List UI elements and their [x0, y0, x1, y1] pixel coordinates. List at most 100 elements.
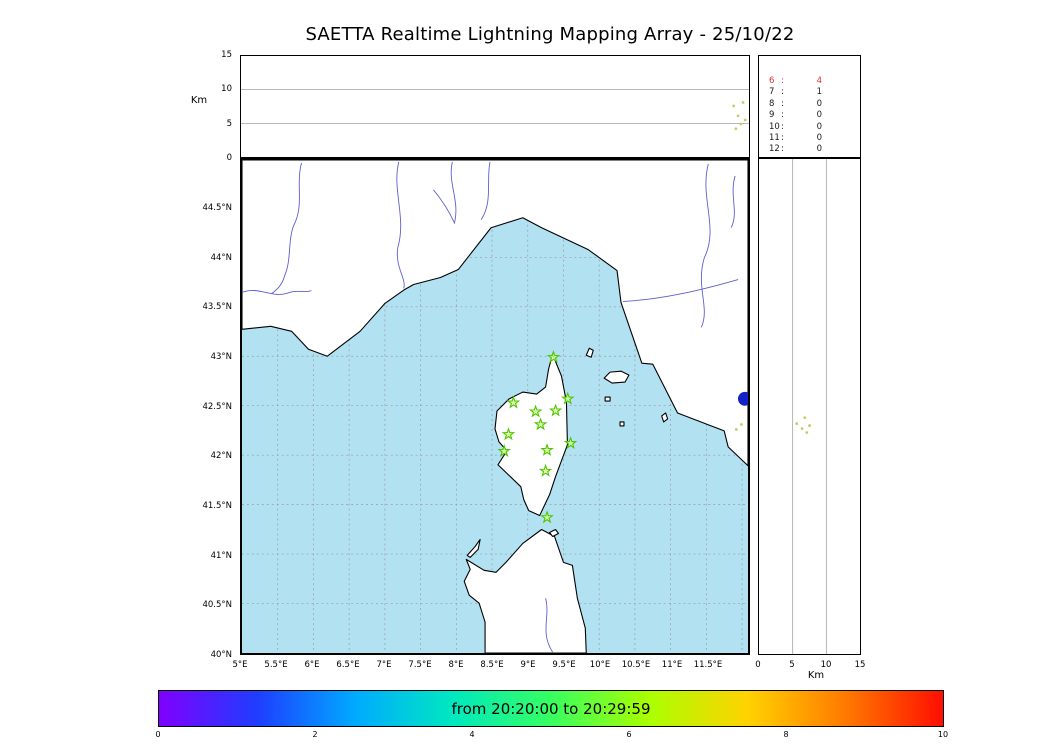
count-key: 7: [769, 87, 775, 98]
river: [480, 161, 491, 221]
time-colorbar: from 20:20:00 to 20:29:59: [158, 690, 944, 727]
lon-tick-label: 5°E: [232, 660, 248, 670]
colorbar-label: from 20:20:00 to 20:29:59: [451, 699, 651, 718]
lightning-sources: [734, 391, 748, 431]
count-key: 10: [769, 121, 780, 132]
count-value: 0: [816, 144, 822, 155]
source-point: [743, 118, 747, 122]
river: [271, 162, 302, 294]
station-star-marker: [538, 463, 553, 477]
station-star-marker: [540, 510, 554, 524]
altitude-longitude-panel: [240, 55, 750, 158]
count-key: 9: [769, 110, 775, 121]
station-star-marker: [563, 436, 578, 450]
sardinia: [463, 528, 587, 653]
lat-tick-label: 41°N: [210, 551, 232, 561]
lat-tick-label: 40°N: [210, 650, 232, 660]
station-star-marker: [506, 395, 521, 409]
lat-tick-label: 42.5°N: [202, 402, 232, 412]
source-point: [739, 122, 743, 126]
lat-tick-label: 40.5°N: [202, 600, 232, 610]
source-point: [736, 114, 740, 118]
river: [700, 163, 711, 328]
map-panel: [240, 158, 750, 655]
count-value: 4: [816, 76, 822, 86]
lon-tick-label: 5.5°E: [264, 660, 288, 670]
alt-ytick: 15: [221, 50, 232, 60]
count-row: 8: 0: [759, 99, 860, 110]
source-point: [803, 416, 807, 420]
count-row: 12: 0: [759, 144, 860, 155]
hist-xtick: 0: [755, 660, 761, 670]
source-point: [808, 424, 811, 427]
count-key: 11: [769, 133, 780, 144]
lon-tick-label: 7.5°E: [408, 660, 432, 670]
alt-ytick: 10: [221, 84, 232, 94]
lat-tick-label: 41.5°N: [202, 501, 232, 511]
count-separator: :: [781, 121, 784, 132]
lon-tick-label: 9°E: [520, 660, 536, 670]
station-star-marker: [540, 443, 554, 456]
figure-title: SAETTA Realtime Lightning Mapping Array …: [305, 24, 795, 45]
lon-tick-label: 6°E: [304, 660, 320, 670]
count-separator: :: [781, 133, 784, 144]
count-key: 6: [769, 76, 775, 86]
capraia-island: [585, 347, 594, 358]
lon-tick-label: 11.5°E: [693, 660, 723, 670]
colorbar-tick: 0: [155, 730, 161, 739]
count-row: 7: 1: [759, 87, 860, 98]
count-row: 6: 4: [759, 76, 860, 87]
giglio-island: [661, 412, 669, 423]
altitude-latitude-source-points: [795, 416, 811, 434]
station-star-marker: [497, 444, 511, 457]
source-point: [800, 427, 804, 430]
alt-ytick: 5: [226, 119, 232, 129]
lat-tick-label: 44.5°N: [202, 203, 232, 213]
station-star-marker: [560, 391, 575, 405]
lon-tick-label: 6.5°E: [336, 660, 360, 670]
lma-station-markers: [497, 350, 578, 524]
source-point: [739, 423, 743, 426]
asinara-island: [466, 538, 481, 558]
count-separator: :: [781, 87, 784, 98]
maddalena-island: [549, 528, 560, 538]
count-row: 9: 0: [759, 110, 860, 121]
hist-xtick: 10: [820, 660, 832, 670]
count-value: 0: [816, 121, 822, 132]
colorbar-gradient: from 20:20:00 to 20:29:59: [159, 691, 943, 726]
station-star-marker: [501, 427, 516, 441]
count-row: 11: 0: [759, 133, 860, 144]
lon-tick-label: 10.5°E: [621, 660, 651, 670]
station-counts-panel: 6: 4 7: 1 8: 0 9: 0 10: 0 11: 0 12: 0: [758, 55, 861, 158]
hist-xtick: 15: [854, 660, 866, 670]
altitude-panel-canvas: [241, 89, 749, 131]
count-value: 0: [816, 133, 822, 144]
recent-source-dot: [737, 391, 748, 406]
lon-tick-label: 8°E: [448, 660, 464, 670]
river: [450, 161, 457, 224]
colorbar-tick: 10: [937, 730, 949, 739]
river: [396, 161, 405, 289]
source-point: [732, 104, 736, 108]
landmasses: [242, 160, 748, 653]
lat-tick-label: 43.5°N: [202, 302, 232, 312]
source-point: [805, 431, 809, 434]
count-key: 12: [769, 144, 780, 155]
altitude-latitude-panel: [758, 158, 861, 655]
river: [545, 598, 553, 653]
altitude-source-points: [732, 101, 747, 131]
count-separator: :: [781, 144, 784, 155]
source-point: [734, 428, 738, 431]
station-star-marker: [546, 350, 561, 364]
rivers: [242, 161, 739, 653]
altitude-latitude-gridlines: [792, 159, 827, 654]
lat-tick-label: 44°N: [210, 253, 232, 263]
source-point: [741, 101, 745, 104]
lon-tick-label: 7°E: [376, 660, 392, 670]
count-row: 10: 0: [759, 122, 860, 133]
station-star-marker: [533, 417, 548, 431]
source-point: [795, 422, 799, 425]
source-point: [734, 127, 738, 131]
pianosa-island: [604, 396, 611, 402]
